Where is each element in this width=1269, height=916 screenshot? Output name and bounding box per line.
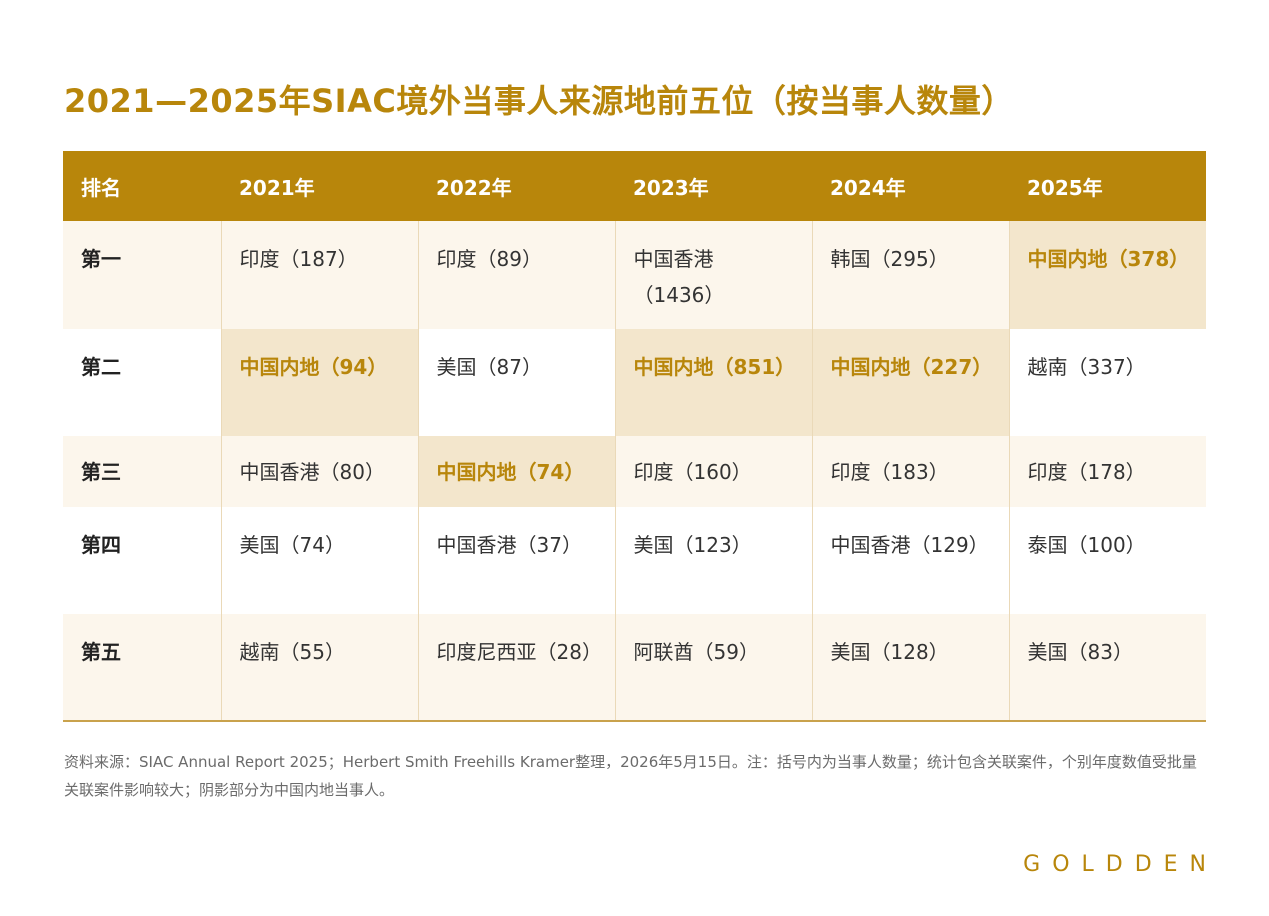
header-2023: 2023年	[615, 151, 812, 221]
table-cell: 印度（160）	[614, 436, 812, 507]
table-row: 第一 印度（187） 印度（89） 中国香港（1436） 韩国（295） 中国内…	[63, 221, 1206, 329]
brand-logo: GOLDDEN	[1023, 852, 1218, 877]
header-2025: 2025年	[1009, 151, 1206, 221]
table-cell: 美国（87）	[417, 329, 615, 436]
table-cell: 中国香港（1436）	[614, 221, 812, 329]
table-row: 第四 美国（74） 中国香港（37） 美国（123） 中国香港（129） 泰国（…	[63, 507, 1206, 614]
table-cell: 美国（74）	[220, 507, 418, 614]
table-cell-highlighted: 中国内地（227）	[811, 329, 1009, 436]
source-footnote: 资料来源：SIAC Annual Report 2025；Herbert Smi…	[64, 753, 1197, 799]
table-cell: 印度（183）	[811, 436, 1009, 507]
table-cell: 印度（187）	[220, 221, 418, 329]
header-2022: 2022年	[418, 151, 615, 221]
table-cell: 美国（123）	[614, 507, 812, 614]
table-cell-highlighted: 中国内地（851）	[614, 329, 812, 436]
table-cell: 越南（337）	[1008, 329, 1206, 436]
table-cell: 印度（178）	[1008, 436, 1206, 507]
table-row: 第三 中国香港（80） 中国内地（74） 印度（160） 印度（183） 印度（…	[63, 436, 1206, 507]
table-cell: 越南（55）	[220, 614, 418, 722]
header-rank: 排名	[63, 151, 221, 221]
header-2024: 2024年	[812, 151, 1009, 221]
table-row: 第二 中国内地（94） 美国（87） 中国内地（851） 中国内地（227） 越…	[63, 329, 1206, 436]
table-cell: 美国（128）	[811, 614, 1009, 722]
table-cell: 美国（83）	[1008, 614, 1206, 722]
table-cell: 中国香港（129）	[811, 507, 1009, 614]
header-2021: 2021年	[221, 151, 418, 221]
page-title: 2021—2025年SIAC境外当事人来源地前五位（按当事人数量）	[64, 82, 1014, 120]
table-cell: 韩国（295）	[811, 221, 1009, 329]
rank-label: 第一	[63, 221, 221, 329]
rank-label: 第四	[63, 507, 221, 614]
table-cell: 中国香港（80）	[220, 436, 418, 507]
rank-label: 第二	[63, 329, 221, 436]
table-cell: 中国香港（37）	[417, 507, 615, 614]
rank-label: 第三	[63, 436, 221, 507]
table-cell-highlighted: 中国内地（94）	[220, 329, 418, 436]
table-cell: 泰国（100）	[1008, 507, 1206, 614]
table-cell: 阿联酋（59）	[614, 614, 812, 722]
table-row: 第五 越南（55） 印度尼西亚（28） 阿联酋（59） 美国（128） 美国（8…	[63, 614, 1206, 722]
table-cell: 印度尼西亚（28）	[417, 614, 615, 722]
table-cell-highlighted: 中国内地（74）	[417, 436, 615, 507]
rank-label: 第五	[63, 614, 221, 722]
table-cell-highlighted: 中国内地（378）	[1008, 221, 1206, 329]
table-cell: 印度（89）	[417, 221, 615, 329]
table-header-row: 排名 2021年 2022年 2023年 2024年 2025年	[63, 151, 1206, 221]
ranking-table: 排名 2021年 2022年 2023年 2024年 2025年 第一 印度（1…	[63, 151, 1206, 722]
